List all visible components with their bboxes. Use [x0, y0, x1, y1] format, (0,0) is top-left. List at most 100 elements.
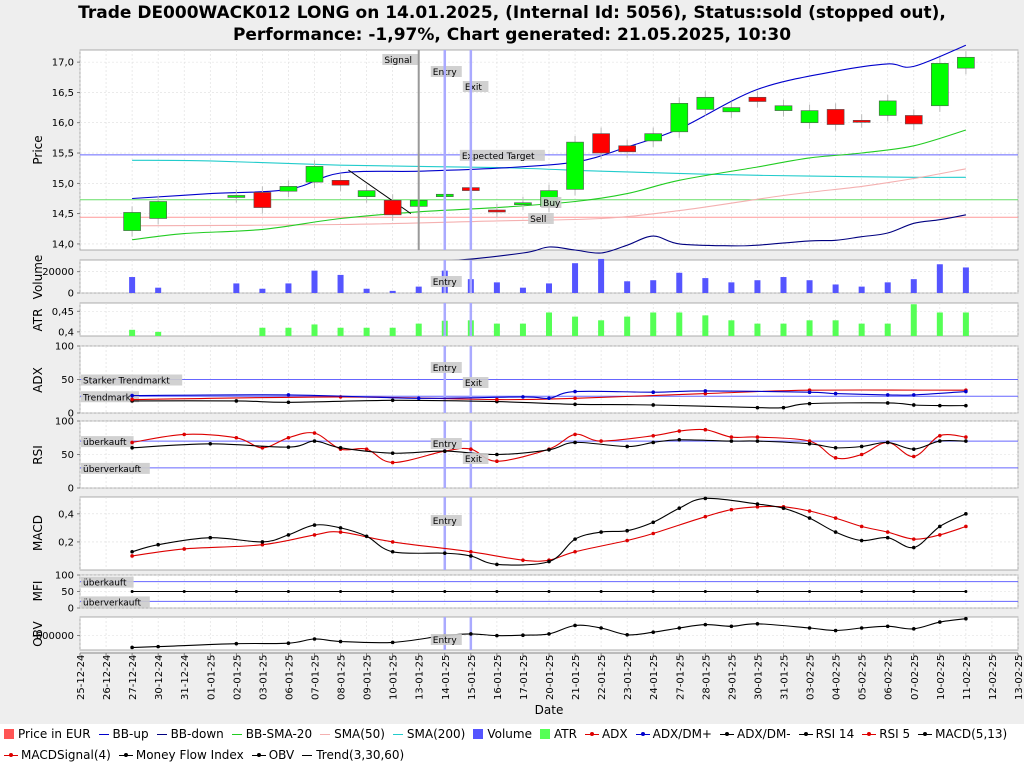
macd-line-point	[781, 506, 786, 511]
legend-label: ADX/DM-	[736, 727, 791, 741]
rsi5-line-point	[964, 435, 968, 439]
x-tick-label-31-01-25: 31-01-25	[780, 655, 791, 700]
obv-axis-label: OBV	[31, 620, 45, 646]
volume-bar-06-01-25	[285, 283, 292, 293]
atr-bar-27-01-25	[676, 312, 683, 336]
legend-label: Money Flow Index	[135, 748, 244, 762]
macd-signal-line-point	[964, 524, 968, 529]
volume-entry-label: Entry	[433, 278, 458, 288]
candle-21-01-25	[566, 141, 584, 190]
exit-label-bg	[462, 81, 489, 92]
rsi14-line-point	[651, 440, 656, 445]
volume-axis-label: Volume	[31, 255, 45, 300]
volume-bar-06-02-25	[884, 282, 891, 293]
obv-line-point	[312, 637, 317, 641]
macd-signal-line-point	[938, 533, 942, 537]
rsi-tick-label: 50	[61, 450, 74, 461]
adx-line-point	[130, 397, 134, 402]
x-tick-label-07-01-25: 07-01-25	[311, 655, 322, 700]
macd-signal-line-point	[338, 530, 343, 534]
legend-item-atr: ATR	[539, 727, 577, 741]
buy-label: Buy	[543, 199, 561, 209]
mfi-tick-label: 50	[61, 587, 74, 598]
legend-label: RSI 5	[879, 727, 911, 741]
mfi-point	[651, 590, 655, 593]
candle-10-02-25	[931, 63, 949, 107]
x-tick-label-21-01-25: 21-01-25	[571, 655, 582, 700]
legend-swatch	[798, 729, 813, 739]
x-tick-label-10-02-25: 10-02-25	[936, 655, 947, 700]
adx-dm-plus-line-point	[547, 396, 551, 401]
rsi-overbought-label: überkauft	[83, 438, 127, 448]
legend-label: MACDSignal(4)	[21, 748, 111, 762]
x-tick-label-22-01-25: 22-01-25	[597, 655, 608, 700]
legend-item-macdsignal-4: MACDSignal(4)	[4, 748, 111, 762]
rsi14-line-point	[859, 444, 864, 449]
mfi-point	[130, 590, 134, 593]
adx-dm-minus-line-point	[573, 402, 577, 407]
legend-label: Trend(3,30,60)	[316, 748, 405, 762]
adx-dm-plus-line-point	[130, 393, 134, 398]
candle-30-12-24	[149, 201, 167, 219]
mfi-point	[808, 590, 812, 593]
chart-title-line1: Trade DE000WACK012 LONG on 14.01.2025, (…	[78, 3, 946, 23]
rsi-axis-label: RSI	[31, 445, 45, 465]
volume-bar-04-02-25	[832, 284, 839, 293]
macd-line-point	[651, 520, 656, 525]
adx-line-point	[573, 396, 577, 401]
atr-bar-30-12-24	[155, 331, 162, 336]
rsi-oversold-label: überverkauft	[83, 465, 142, 475]
x-tick-label-27-01-25: 27-01-25	[675, 655, 686, 700]
x-tick-label-30-01-25: 30-01-25	[753, 655, 764, 700]
legend-swatch	[156, 734, 167, 735]
candle-30-01-25	[748, 96, 767, 102]
mfi-point	[286, 590, 290, 593]
atr-bar-29-01-25	[728, 320, 735, 336]
legend-item-rsi-14: RSI 14	[798, 727, 854, 741]
trade-chart: Trade DE000WACK012 LONG on 14.01.2025, (…	[31, 3, 1024, 717]
macd-signal-line-point	[521, 558, 525, 562]
volume-bar-23-01-25	[624, 281, 631, 293]
rsi5-line-point	[390, 460, 395, 465]
volume-bar-10-02-25	[936, 264, 943, 293]
obv-line-point	[885, 624, 890, 629]
atr-bar-24-01-25	[650, 312, 657, 336]
obv-line-point	[964, 616, 968, 621]
macd-signal-line-point	[755, 505, 760, 509]
volume-bar-24-01-25	[650, 280, 657, 293]
legend-item-price-in-eur: Price in EUR	[4, 727, 91, 741]
x-tick-label-06-01-25: 06-01-25	[284, 655, 295, 700]
x-tick-label-05-02-25: 05-02-25	[858, 655, 869, 700]
adx-dm-plus-line-point	[651, 390, 656, 395]
volume-bar-10-01-25	[389, 290, 396, 293]
rsi5-line-point	[130, 440, 134, 445]
macd-line-point	[286, 533, 291, 537]
candle-09-01-25	[357, 190, 376, 197]
atr-bar-07-02-25	[910, 304, 917, 336]
obv-line-point	[833, 628, 838, 633]
rsi14-line-point	[573, 440, 577, 445]
legend-swatch	[320, 734, 331, 735]
macd-line-point	[312, 523, 317, 527]
x-tick-label-06-02-25: 06-02-25	[884, 655, 895, 700]
mfi-oversold-label: überverkauft	[83, 598, 142, 608]
legend-label: MACD(5,13)	[935, 727, 1008, 741]
legend-swatch	[4, 750, 18, 760]
legend-swatch	[539, 729, 550, 739]
adx-dm-plus-line-point	[703, 389, 708, 393]
x-tick-label-08-01-25: 08-01-25	[337, 655, 348, 700]
candle-28-01-25	[696, 96, 715, 110]
macd-signal-line-point	[130, 554, 134, 558]
candle-23-01-25	[618, 145, 636, 153]
legend-item-rsi-5: RSI 5	[862, 727, 910, 741]
rsi5-line-point	[703, 427, 708, 432]
adx-dm-minus-line-point	[938, 403, 942, 408]
rsi14-line-point	[130, 446, 134, 450]
legend-item-obv: OBV	[251, 748, 294, 762]
rsi5-line-point	[495, 459, 499, 464]
obv-line-point	[521, 633, 525, 637]
rsi5-line-point	[729, 435, 734, 439]
macd-signal-line-point	[260, 542, 265, 547]
obv-line-point	[130, 645, 134, 650]
adx-dm-plus-line-point	[286, 393, 291, 397]
